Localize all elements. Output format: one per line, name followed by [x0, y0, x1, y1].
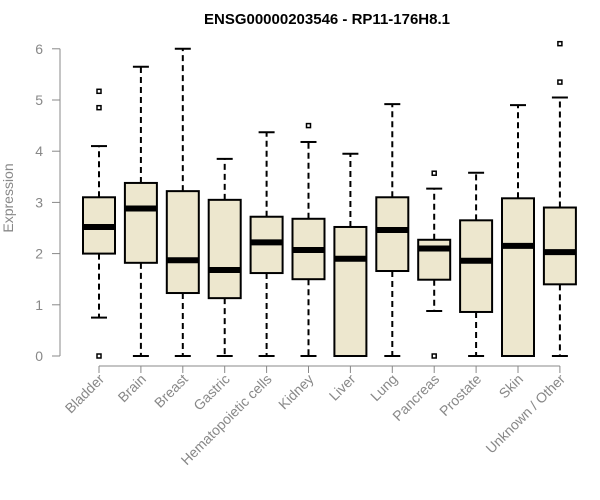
x-tick-label: Unknown / Other	[482, 371, 568, 457]
chart-title: ENSG00000203546 - RP11-176H8.1	[204, 11, 450, 28]
x-tick-label: Prostate	[436, 371, 484, 419]
box-group	[501, 104, 535, 357]
box-group	[375, 103, 410, 357]
x-tick-label: Liver	[326, 371, 359, 404]
box-group	[207, 157, 242, 357]
box-group	[542, 40, 577, 357]
axes: 0 1 2 3 4 5 6	[35, 41, 561, 373]
box	[501, 197, 535, 357]
boxes	[82, 40, 577, 359]
outlier-point	[305, 122, 312, 129]
outlier-point	[431, 353, 437, 359]
x-tick-label: Lung	[367, 371, 400, 404]
outlier-point	[96, 353, 102, 359]
y-tick-label: 6	[35, 41, 43, 57]
box-group	[291, 122, 326, 357]
box-group	[459, 171, 494, 357]
box-group	[123, 65, 158, 357]
box-group	[333, 152, 368, 357]
y-tick-label: 2	[35, 246, 43, 262]
x-tick-label: Brain	[115, 371, 149, 405]
box-group	[82, 88, 116, 359]
x-tick-label: Bladder	[62, 371, 108, 417]
y-tick-label: 0	[35, 348, 43, 364]
y-axis-label: Expression	[0, 163, 16, 232]
box-group	[249, 131, 284, 357]
y-tick-label: 4	[35, 143, 43, 159]
box	[123, 181, 158, 264]
box	[375, 196, 410, 273]
box	[542, 206, 577, 286]
box-group	[417, 170, 452, 359]
y-tick-label: 1	[35, 297, 43, 313]
box	[459, 219, 494, 313]
y-tick-label: 5	[35, 92, 43, 108]
outlier-point	[96, 88, 102, 95]
outlier-point	[557, 79, 563, 85]
y-tick-label: 3	[35, 194, 43, 210]
outlier-point	[431, 170, 437, 176]
box-group	[165, 47, 200, 357]
x-tick-label: Pancreas	[389, 371, 442, 424]
box	[333, 225, 368, 357]
box	[207, 198, 242, 300]
x-tick-label: Breast	[151, 371, 191, 411]
x-tick-label: Skin	[496, 371, 527, 402]
box	[165, 190, 200, 295]
outlier-point	[557, 40, 563, 47]
x-tick-label: Kidney	[275, 371, 317, 413]
outlier-point	[96, 104, 102, 111]
